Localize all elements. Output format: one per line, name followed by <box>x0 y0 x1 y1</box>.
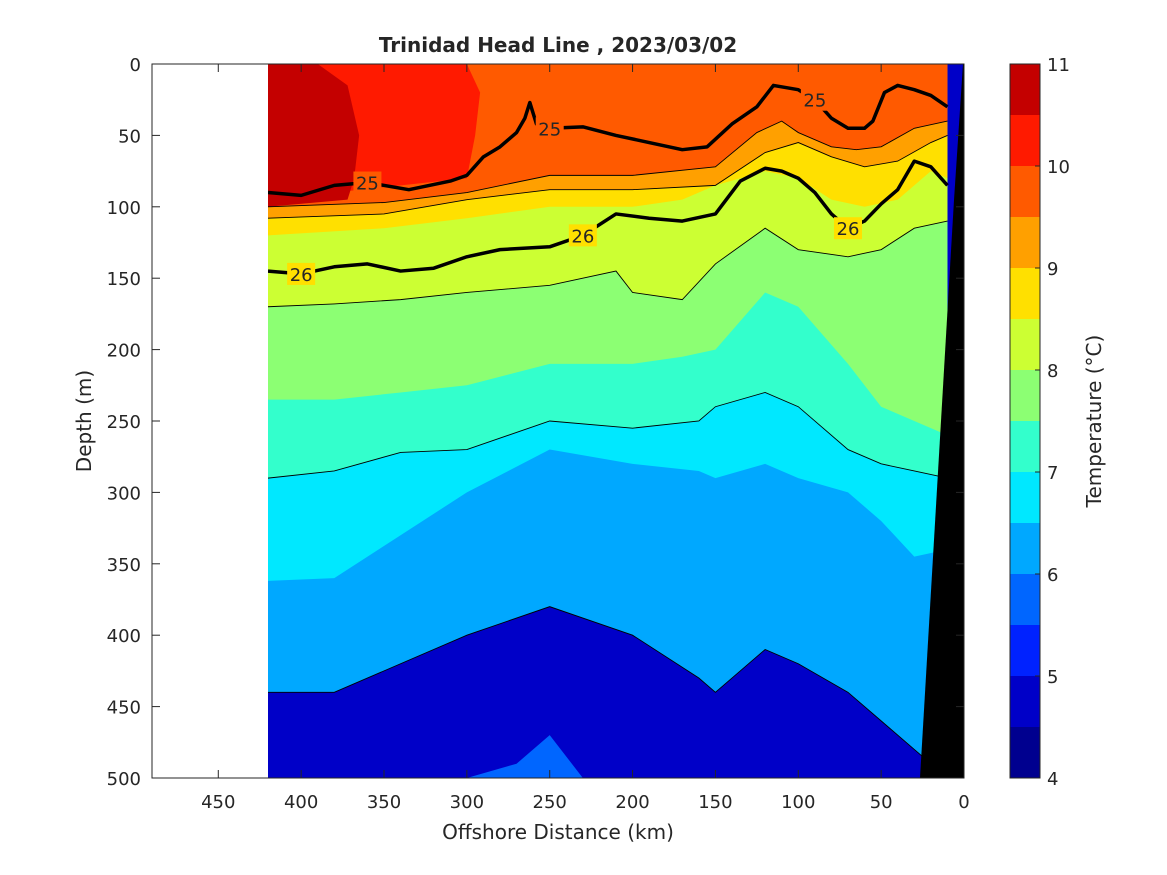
isotherm-line-6 <box>268 606 948 778</box>
colorbar-swatch <box>1010 319 1040 370</box>
density-label-bg <box>535 117 564 140</box>
density-contour-26 <box>268 159 949 276</box>
x-tick-label: 100 <box>781 792 815 813</box>
x-axis-ticks: 450 400 350 300 250 200 150 100 50 0 <box>201 64 970 813</box>
isotherm-line-9.5 <box>268 120 948 208</box>
isotherm-line-7 <box>268 391 948 479</box>
colorbar-swatch <box>1010 421 1040 472</box>
x-tick-label: 400 <box>284 792 318 813</box>
density-label-bg <box>800 88 829 111</box>
colorbar-swatch <box>1010 115 1040 166</box>
colorbar-frame <box>1009 63 1041 779</box>
density-contours: 25 25 25 26 26 26 <box>268 83 949 286</box>
density-label-25: 25 <box>803 91 826 112</box>
isotherm-line-8 <box>268 220 948 308</box>
x-tick-label: 200 <box>615 792 649 813</box>
colorbar-tick-label: 5 <box>1047 667 1058 688</box>
density-label-25: 25 <box>356 174 379 195</box>
x-tick-label: 250 <box>533 792 567 813</box>
y-tick-label: 150 <box>107 269 141 290</box>
colorbar-swatch <box>1010 166 1040 217</box>
colorbar-swatch <box>1010 676 1040 727</box>
colorbar-tick-label: 6 <box>1047 565 1058 586</box>
y-tick-label: 500 <box>107 769 141 790</box>
chart-title: Trinidad Head Line , 2023/03/02 <box>379 33 737 57</box>
axes: 450 400 350 300 250 200 150 100 50 0 050100150200… <box>107 55 970 813</box>
colorbar-tick-label: 9 <box>1047 259 1058 280</box>
density-label-25: 25 <box>538 119 561 140</box>
y-tick-label: 100 <box>107 198 141 219</box>
y-axis-label: Depth (m) <box>72 370 96 472</box>
y-tick-label: 200 <box>107 341 141 362</box>
y-tick-label: 250 <box>107 412 141 433</box>
seafloor-bathymetry <box>920 64 964 778</box>
density-label-26: 26 <box>290 265 313 286</box>
colorbar-swatch <box>1010 727 1040 778</box>
density-label-26: 26 <box>571 226 594 247</box>
colorbar-label: Temperature (°C) <box>1082 335 1106 509</box>
x-tick-label: 300 <box>450 792 484 813</box>
temperature-fill <box>268 64 964 778</box>
colorbar-swatch <box>1010 472 1040 523</box>
x-tick-label: 50 <box>870 792 893 813</box>
colorbar-swatch <box>1010 625 1040 676</box>
temperature-band-5.5 <box>466 735 583 778</box>
colorbar-swatch <box>1010 217 1040 268</box>
temperature-band-10.5 <box>268 64 360 207</box>
x-tick-label: 0 <box>958 792 969 813</box>
y-tick-label: 50 <box>118 126 141 147</box>
y-tick-label: 0 <box>130 55 141 76</box>
y-tick-label: 300 <box>107 483 141 504</box>
density-contour-25 <box>268 83 949 198</box>
x-axis-label: Offshore Distance (km) <box>442 820 674 844</box>
x-tick-label: 450 <box>201 792 235 813</box>
isotherm-line-9 <box>268 134 948 219</box>
density-label-bg <box>287 262 316 285</box>
density-label-bg <box>834 217 862 240</box>
x-tick-label: 150 <box>698 792 732 813</box>
colorbar-tick-label: 11 <box>1047 55 1070 76</box>
y-tick-label: 350 <box>107 555 141 576</box>
density-label-bg <box>353 171 382 194</box>
temperature-isolines <box>268 120 948 778</box>
y-tick-label: 400 <box>107 626 141 647</box>
colorbar-swatch <box>1010 574 1040 625</box>
y-tick-label: 450 <box>107 698 141 719</box>
colorbar-tick-label: 4 <box>1047 769 1058 790</box>
y-axis-ticks: 0 50 100 150 200 250 300 350 400 450 500 <box>107 55 964 790</box>
x-tick-label: 350 <box>367 792 401 813</box>
colorbar-tick-label: 7 <box>1047 463 1058 484</box>
plot-area: 25 25 25 26 26 26 <box>152 64 964 778</box>
colorbar-swatch <box>1010 370 1040 421</box>
density-label-26: 26 <box>837 219 860 240</box>
colorbar-tick-label: 10 <box>1047 157 1070 178</box>
colorbar-swatch <box>1010 523 1040 574</box>
colorbar-swatch <box>1010 64 1040 115</box>
colorbar-tick-label: 8 <box>1047 361 1058 382</box>
colorbar: 4 5 6 7 8 9 10 11 <box>1009 55 1070 790</box>
density-label-bg <box>568 224 597 247</box>
colorbar-swatch <box>1010 268 1040 319</box>
